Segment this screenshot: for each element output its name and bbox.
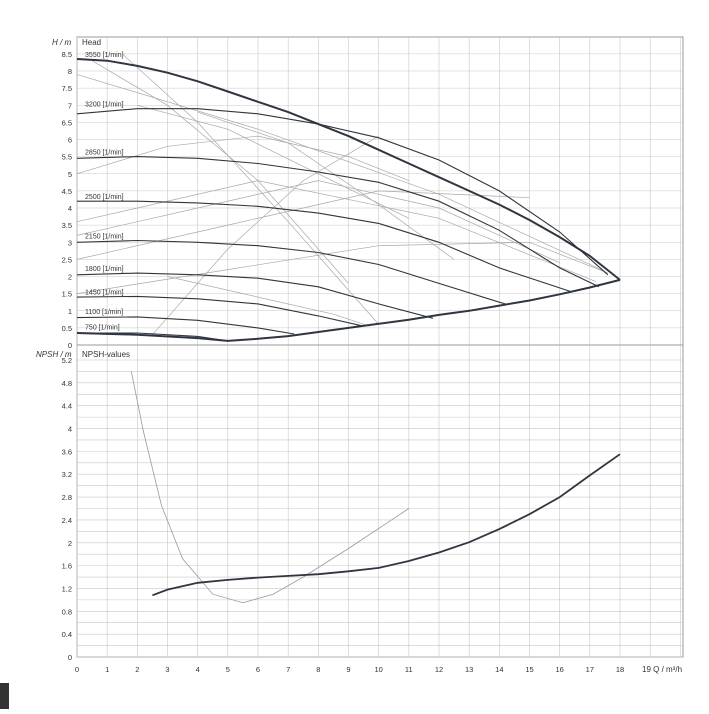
head-y-tick-label: 8 xyxy=(68,67,72,76)
x-tick-label: 15 xyxy=(525,665,533,674)
pump-curve xyxy=(76,239,506,305)
head-y-tick-label: 5 xyxy=(68,170,72,179)
x-tick-label: 2 xyxy=(135,665,139,674)
speed-curve-label: 3550 [1/min] xyxy=(85,52,124,59)
efficiency-line xyxy=(76,241,609,294)
npsh-y-tick-label: 1.6 xyxy=(62,562,72,571)
head-y-tick-label: 2.5 xyxy=(62,255,72,264)
speed-curve-label: 750 [1/min] xyxy=(85,324,120,331)
npsh-y-tick-label: 1.2 xyxy=(62,584,72,593)
head-y-tick-label: 1.5 xyxy=(62,290,72,299)
npsh-y-tick-label: 2.8 xyxy=(62,493,72,502)
pump-curve xyxy=(76,295,364,327)
npsh-y-tick-label: 4.4 xyxy=(62,402,72,411)
npsh-y-tick-label: 4.8 xyxy=(62,379,72,388)
efficiency-line xyxy=(76,135,409,181)
x-tick-label: 0 xyxy=(75,665,79,674)
head-y-tick-label: 7.5 xyxy=(62,84,72,93)
head-y-tick-label: 7 xyxy=(68,101,72,110)
speed-curve-label: 2150 [1/min] xyxy=(85,234,124,241)
npsh-y-tick-label: 0 xyxy=(68,653,72,662)
x-tick-label: 4 xyxy=(196,665,200,674)
x-tick-label: 13 xyxy=(465,665,473,674)
head-y-tick-label: 0.5 xyxy=(62,324,72,333)
head-y-tick-label: 0 xyxy=(68,341,72,350)
efficiency-line xyxy=(76,190,530,260)
head-y-tick-label: 4.5 xyxy=(62,187,72,196)
speed-curve-label: 2850 [1/min] xyxy=(85,150,124,157)
corner-marker xyxy=(0,683,9,709)
x-tick-label: 14 xyxy=(495,665,503,674)
efficiency-line xyxy=(76,180,560,264)
efficiency-line xyxy=(76,180,597,282)
x-tick-label: 7 xyxy=(286,665,290,674)
npsh-chart-panel: 00.40.81.21.622.42.83.23.644.44.85.20 1 2 3… xyxy=(62,344,684,674)
npsh-y-tick-label: 4 xyxy=(68,425,72,434)
pump-curve xyxy=(76,58,621,281)
speed-curve-label: 1450 [1/min] xyxy=(85,289,124,296)
head-y-tick-label: 5.5 xyxy=(62,153,72,162)
efficiency-line xyxy=(152,135,379,335)
x-tick-label: 11 xyxy=(405,665,413,674)
efficiency-line xyxy=(167,276,370,327)
speed-curve-label: 1800 [1/min] xyxy=(85,266,124,273)
x-tick-label: 9 xyxy=(346,665,350,674)
x-tick-label: 8 xyxy=(316,665,320,674)
x-axis-label: 19 Q / m³/h xyxy=(642,665,682,674)
npsh-y-tick-label: 2 xyxy=(68,539,72,548)
npsh-plot-frame xyxy=(76,344,684,658)
pump-curve xyxy=(76,272,434,319)
pump-curve xyxy=(77,200,572,293)
x-tick-label: 12 xyxy=(435,665,443,674)
head-y-tick-label: 6 xyxy=(68,136,72,145)
x-tick-label: 18 xyxy=(616,665,624,674)
head-y-tick-label: 3 xyxy=(68,238,72,247)
npsh-y-tick-label: 2.4 xyxy=(62,516,72,525)
npsh-y-tick-label: 0.4 xyxy=(62,630,72,639)
npsh-curve xyxy=(152,453,621,597)
x-tick-label: 1 xyxy=(105,665,109,674)
x-tick-label: 17 xyxy=(586,665,594,674)
pump-curve xyxy=(76,108,609,276)
speed-curve-label: 1100 [1/min] xyxy=(85,309,123,316)
head-y-tick-label: 1 xyxy=(68,307,72,316)
pump-curve xyxy=(76,278,621,342)
head-y-tick-label: 4 xyxy=(68,204,72,213)
speed-curve-label: 2500 [1/min] xyxy=(85,194,124,201)
efficiency-line xyxy=(91,60,349,284)
pump-curve xyxy=(571,279,621,293)
efficiency-line xyxy=(137,104,409,219)
x-tick-label: 3 xyxy=(165,665,169,674)
speed-curve-label: 3200 [1/min] xyxy=(85,102,124,109)
npsh-auxiliary-curve xyxy=(130,371,410,604)
head-y-axis-label: H / m xyxy=(52,38,71,47)
head-y-tick-label: 2 xyxy=(68,273,72,282)
x-tick-label: 10 xyxy=(374,665,382,674)
efficiency-line xyxy=(197,111,455,260)
npsh-y-tick-label: 3.2 xyxy=(62,470,72,479)
pump-curve xyxy=(76,316,295,335)
x-tick-label: 6 xyxy=(256,665,260,674)
efficiency-line xyxy=(122,53,379,325)
npsh-y-axis-label: NPSH / m xyxy=(36,350,72,359)
head-y-tick-label: 8.5 xyxy=(62,50,72,59)
npsh-y-tick-label: 5.2 xyxy=(62,356,72,365)
npsh-y-tick-label: 0.8 xyxy=(62,607,72,616)
head-y-tick-label: 3.5 xyxy=(62,221,72,230)
efficiency-line xyxy=(76,74,606,272)
head-chart-panel: 0 0.5 1 1.5 2 2.5 3 3.5 4 4.5 5 5.5 6 6.5 7 7.5 8 8.5 3550… xyxy=(62,36,684,350)
x-tick-label: 16 xyxy=(555,665,563,674)
x-tick-label: 5 xyxy=(226,665,230,674)
head-chart-title: Head xyxy=(82,38,101,47)
npsh-chart-title: NPSH-values xyxy=(82,350,130,359)
head-y-tick-label: 6.5 xyxy=(62,118,72,127)
npsh-y-tick-label: 3.6 xyxy=(62,447,72,456)
pump-curve xyxy=(76,156,600,288)
